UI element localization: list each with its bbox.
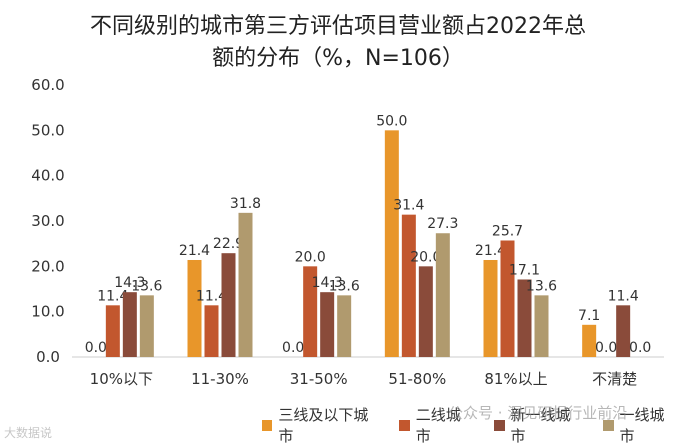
legend-label-tier3: 三线及以下城市 xyxy=(278,406,369,445)
legend-label-new-tier1: 新一线城市 xyxy=(510,406,571,445)
bar-1-4 xyxy=(500,240,515,357)
bar-1-0 xyxy=(105,305,120,357)
bar-2-4 xyxy=(517,279,532,357)
x-tick-label: 81%以上 xyxy=(484,370,547,388)
bar-2-3 xyxy=(418,266,433,357)
chart-title-line1: 不同级别的城市第三方评估项目营业额占2022年总 xyxy=(90,14,586,39)
data-label: 13.6 xyxy=(526,278,557,294)
data-label: 17.1 xyxy=(509,262,540,278)
bar-2-0 xyxy=(122,292,137,357)
bar-1-1 xyxy=(204,305,219,357)
legend-item-tier1: 一线城市 xyxy=(603,404,676,446)
y-tick-label: 60.0 xyxy=(31,76,64,94)
data-label: 14.3 xyxy=(114,275,145,291)
data-label: 20.0 xyxy=(295,249,326,265)
data-label: 20.0 xyxy=(410,249,441,265)
data-label: 22.9 xyxy=(213,236,244,252)
data-label: 31.8 xyxy=(230,196,261,212)
legend-swatch-new-tier1 xyxy=(494,419,505,431)
bar-1-2 xyxy=(303,266,318,357)
watermark-wechat: 公众号 · 洞见研报行业前沿 xyxy=(448,404,628,422)
x-tick-label: 31-50% xyxy=(290,370,348,388)
y-tick-label: 20.0 xyxy=(31,257,64,275)
bar-2-2 xyxy=(320,292,335,357)
data-label: 11.4 xyxy=(196,288,227,304)
legend-label-tier1: 一线城市 xyxy=(619,406,665,445)
legend-item-tier3: 三线及以下城市 xyxy=(262,404,377,446)
x-tick-label: 不清楚 xyxy=(592,370,637,388)
bar-3-2 xyxy=(337,295,352,357)
x-tick-label: 10%以下 xyxy=(90,370,153,388)
bar-2-1 xyxy=(221,253,236,357)
y-tick-label: 0.0 xyxy=(36,348,60,366)
legend-swatch-tier1 xyxy=(603,419,614,431)
data-label: 14.3 xyxy=(312,275,343,291)
data-label: 27.3 xyxy=(427,216,458,232)
data-label: 31.4 xyxy=(393,198,424,214)
x-tick-label: 11-30% xyxy=(191,370,249,388)
chart-title-line2: 额的分布（%，N=106） xyxy=(212,46,464,71)
data-label: 21.4 xyxy=(179,243,210,259)
data-label: 13.6 xyxy=(131,278,162,294)
data-label: 11.4 xyxy=(97,288,128,304)
data-label: 0.0 xyxy=(595,340,617,356)
data-label: 0.0 xyxy=(282,340,304,356)
data-label: 11.4 xyxy=(608,288,639,304)
y-tick-label: 30.0 xyxy=(31,212,64,230)
legend-item-tier2: 二线城市 xyxy=(399,404,472,446)
data-label: 50.0 xyxy=(376,113,407,129)
y-tick-label: 10.0 xyxy=(31,303,64,321)
bar-3-1 xyxy=(238,212,253,357)
bar-3-0 xyxy=(139,295,154,357)
watermark-corner: 大数据说 xyxy=(4,426,53,440)
legend-swatch-tier2 xyxy=(399,419,410,431)
legend-swatch-tier3 xyxy=(262,419,273,431)
bar-0-1 xyxy=(187,259,202,357)
bar-3-3 xyxy=(435,233,450,357)
legend: 三线及以下城市 二线城市 新一线城市 一线城市 xyxy=(262,404,676,446)
bar-3-4 xyxy=(534,295,549,357)
data-label: 0.0 xyxy=(629,340,651,356)
data-label: 25.7 xyxy=(492,223,523,239)
bar-0-3 xyxy=(384,130,399,357)
legend-label-tier2: 二线城市 xyxy=(415,406,461,445)
y-tick-label: 40.0 xyxy=(31,167,64,185)
data-label: 7.1 xyxy=(578,308,600,324)
data-label: 21.4 xyxy=(475,243,506,259)
y-tick-label: 50.0 xyxy=(31,121,64,139)
data-label: 0.0 xyxy=(85,340,107,356)
legend-item-new-tier1: 新一线城市 xyxy=(494,404,581,446)
data-label: 13.6 xyxy=(329,278,360,294)
bar-2-5 xyxy=(616,305,631,357)
x-tick-label: 51-80% xyxy=(388,370,446,388)
bar-1-3 xyxy=(401,214,416,357)
bar-0-4 xyxy=(483,259,498,357)
bar-0-5 xyxy=(582,324,597,357)
